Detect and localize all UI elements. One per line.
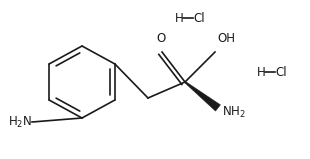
Text: O: O bbox=[156, 31, 166, 45]
Text: Cl: Cl bbox=[275, 66, 287, 79]
Text: H: H bbox=[257, 66, 266, 79]
Text: Cl: Cl bbox=[193, 11, 205, 24]
Text: NH$_2$: NH$_2$ bbox=[222, 104, 246, 120]
Polygon shape bbox=[184, 81, 220, 111]
Text: H$_2$N: H$_2$N bbox=[8, 114, 32, 130]
Text: H: H bbox=[175, 11, 184, 24]
Text: OH: OH bbox=[217, 31, 235, 45]
